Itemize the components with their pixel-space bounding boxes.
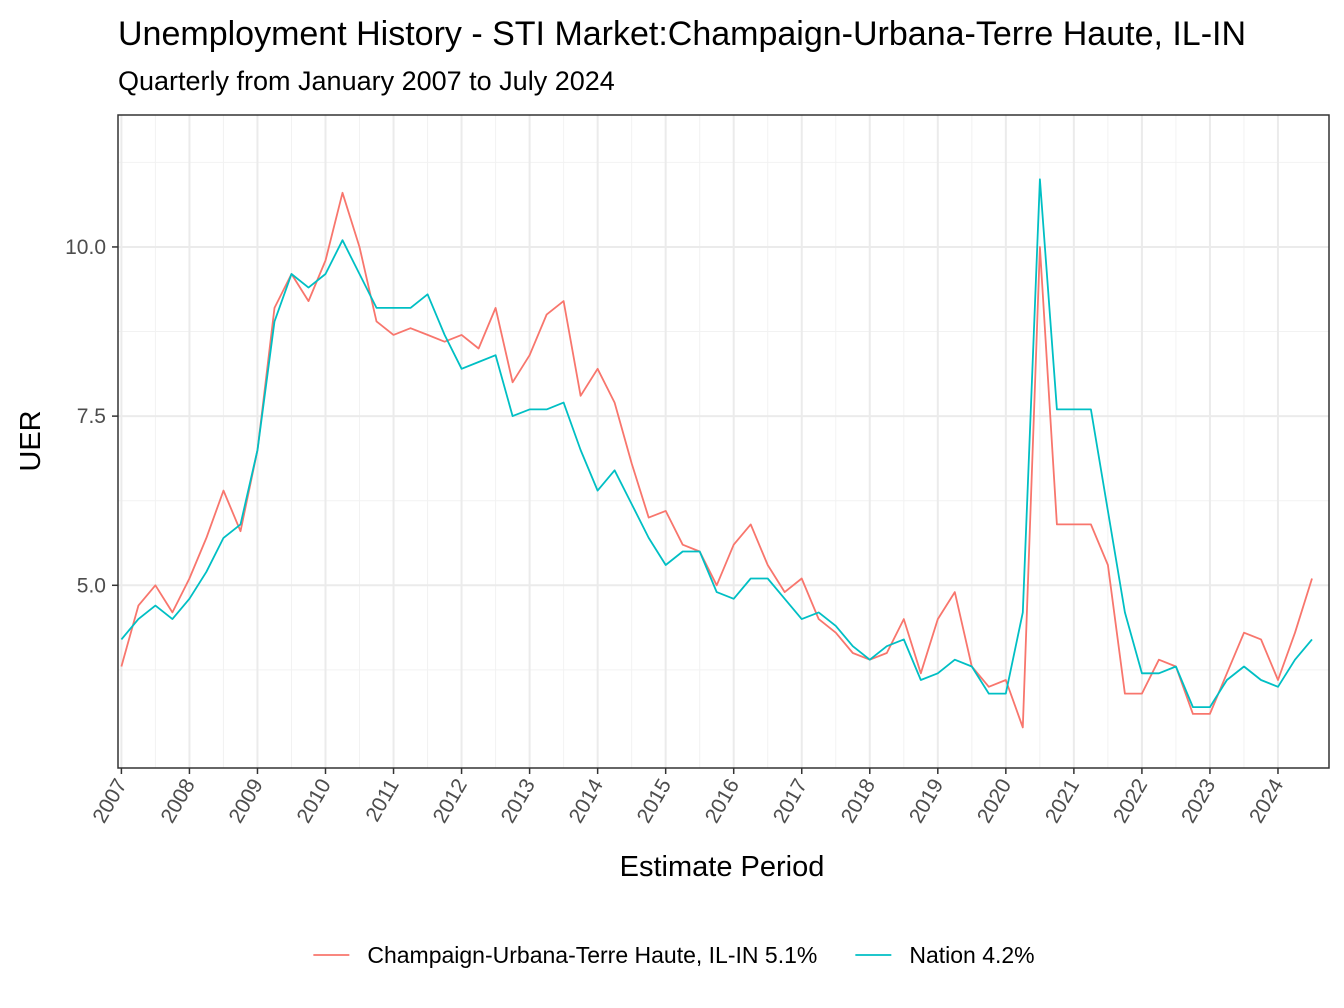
x-tick-label: 2016 — [701, 775, 744, 827]
y-tick-label: 7.5 — [77, 405, 106, 428]
legend: Champaign-Urbana-Terre Haute, IL-IN 5.1%… — [313, 942, 1035, 968]
x-tick-label: 2022 — [1109, 775, 1152, 827]
x-tick-label: 2015 — [633, 775, 676, 827]
y-axis: 5.0 7.5 10.0 — [65, 236, 118, 597]
x-tick-label: 2008 — [156, 775, 199, 827]
x-tick-label: 2018 — [837, 775, 880, 827]
chart-subtitle: Quarterly from January 2007 to July 2024 — [118, 66, 615, 96]
x-tick-label: 2007 — [88, 775, 131, 827]
series-line-market — [120, 191, 1313, 729]
legend-label-market: Champaign-Urbana-Terre Haute, IL-IN 5.1% — [367, 942, 817, 968]
chart-title: Unemployment History - STI Market:Champa… — [118, 15, 1246, 53]
series-lines — [120, 178, 1313, 729]
plot-panel-border — [117, 114, 1330, 769]
legend-label-nation: Nation 4.2% — [909, 942, 1034, 968]
x-tick-label: 2012 — [429, 775, 472, 827]
y-tick-label: 5.0 — [77, 574, 106, 597]
y-tick-label: 10.0 — [65, 236, 106, 259]
x-tick-label: 2021 — [1041, 775, 1084, 827]
x-tick-label: 2014 — [565, 775, 608, 827]
x-tick-label: 2020 — [973, 775, 1016, 827]
x-tick-label: 2009 — [225, 775, 268, 827]
x-tick-label: 2023 — [1177, 775, 1220, 827]
x-tick-label: 2017 — [769, 775, 812, 827]
x-tick-label: 2019 — [905, 775, 948, 827]
x-axis-title: Estimate Period — [620, 851, 825, 883]
series-line-nation — [120, 178, 1313, 708]
x-axis: 2007 2008 2009 2010 2011 2012 2013 2014 2015 2016… — [88, 768, 1288, 827]
x-tick-label: 2011 — [361, 775, 404, 826]
x-tick-label: 2024 — [1245, 775, 1288, 827]
x-tick-label: 2010 — [293, 775, 336, 827]
grid-lines — [118, 115, 1329, 768]
y-axis-title: UER — [15, 410, 47, 471]
x-tick-label: 2013 — [497, 775, 540, 827]
